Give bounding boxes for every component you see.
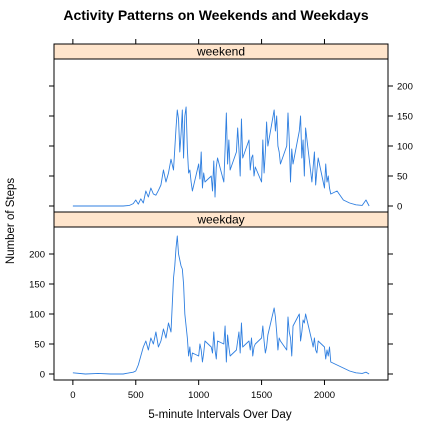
y-tick-label-weekend: 50: [397, 172, 408, 183]
y-tick-label-weekday: 100: [29, 310, 45, 321]
series-line-weekend: [72, 106, 370, 207]
series-line-weekday: [72, 235, 370, 375]
y-tick-label-weekday: 150: [29, 280, 45, 291]
x-axis-label: 5-minute Intervals Over Day: [148, 409, 291, 421]
x-tick-label: 1500: [251, 390, 272, 401]
x-tick-label: 0: [70, 390, 75, 401]
y-tick-label-weekday: 50: [34, 340, 45, 351]
panel-weekend: weekend 0 50 100 150 200: [49, 43, 413, 213]
strip-label-weekday: weekday: [196, 213, 244, 227]
x-tick-label: 2000: [314, 390, 335, 401]
strip-label-weekend: weekend: [196, 45, 245, 59]
y-tick-label-weekend: 100: [397, 142, 413, 153]
y-tick-label-weekday: 200: [29, 250, 45, 261]
plot-frame-weekday: [53, 226, 389, 381]
x-tick-label: 500: [128, 390, 144, 401]
y-axis-label: Number of Steps: [5, 178, 17, 265]
y-tick-label-weekday: 0: [40, 370, 45, 381]
y-tick-label-weekend: 200: [397, 82, 413, 93]
y-tick-label-weekend: 0: [397, 202, 402, 213]
panel-weekday: weekday 0 50 100 150 200: [29, 211, 393, 381]
x-tick-label: 1000: [188, 390, 209, 401]
chart-title: Activity Patterns on Weekends and Weekda…: [63, 7, 368, 23]
y-tick-label-weekend: 150: [397, 112, 413, 123]
plot-frame-weekend: [53, 58, 389, 213]
